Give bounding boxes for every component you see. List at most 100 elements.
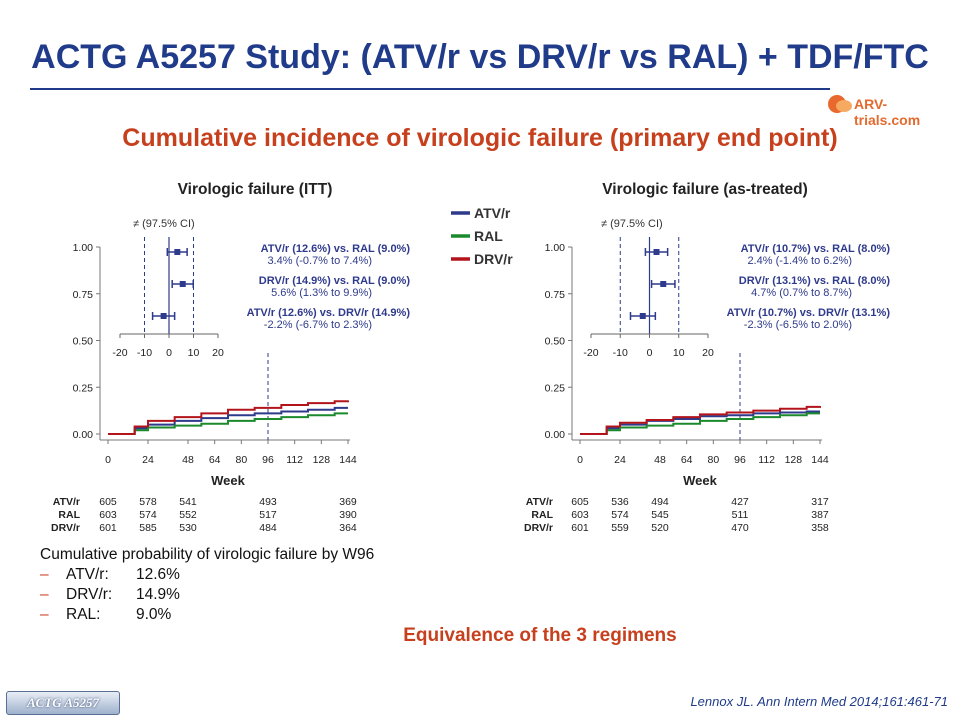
- notes-item-ral: – RAL: 9.0%: [40, 605, 374, 625]
- panel1-x-tick-label: 24: [614, 454, 626, 466]
- panel1-risk-row-label: RAL: [531, 509, 553, 521]
- panel1-y-tick-label: 0.50: [545, 336, 566, 348]
- panel1-risk-cell: 317: [811, 496, 829, 508]
- panel0-risk-cell: 364: [339, 522, 357, 534]
- panel1-comparison-title-2: ATV/r (10.7%) vs. DRV/r (13.1%): [727, 307, 891, 319]
- panel0-y-tick-label: 0.25: [73, 382, 94, 394]
- panel0-risk-cell: 552: [179, 509, 197, 521]
- panel1-x-tick-label: 48: [654, 454, 666, 466]
- panel1-x-tick-label: 112: [758, 454, 775, 466]
- logo-text: ARV-trials.com: [854, 96, 921, 128]
- panel1-x-axis-label: Week: [683, 473, 717, 488]
- panel1-curve-ral: [580, 412, 820, 435]
- panel1-comparison-detail-0: 2.4% (-1.4% to 6.2%): [747, 255, 852, 267]
- notes-dash: –: [40, 586, 49, 603]
- legend-label-1: RAL: [474, 228, 503, 244]
- panel1-x-tick-label: 144: [811, 454, 829, 466]
- panel0-inset-tick-label: -10: [137, 347, 152, 359]
- panel1-x-tick-label: 64: [681, 454, 693, 466]
- panel0-inset-tick-label: 10: [188, 347, 200, 359]
- panel0-risk-row-label: DRV/r: [51, 522, 80, 534]
- panel0-title: Virologic failure (ITT): [178, 181, 333, 198]
- notes-dash: –: [40, 606, 49, 623]
- panel0-risk-cell: 541: [179, 496, 197, 508]
- panel1-risk-cell: 605: [571, 496, 589, 508]
- panel1-comparison-title-0: ATV/r (10.7%) vs. RAL (8.0%): [741, 243, 891, 255]
- panel1-risk-cell: 511: [732, 509, 749, 521]
- panel0-x-tick-label: 128: [313, 454, 331, 466]
- conclusion-text: Equivalence of the 3 regimens: [403, 625, 677, 646]
- panel1-inset-tick-label: 10: [673, 347, 685, 359]
- panel1-inset-tick-label: -20: [583, 347, 598, 359]
- summary-notes: Cumulative probability of virologic fail…: [40, 545, 374, 625]
- panel1-risk-cell: 494: [651, 496, 669, 508]
- panel1-comparison-title-1: DRV/r (13.1%) vs. RAL (8.0%): [739, 275, 891, 287]
- legend-label-0: ATV/r: [474, 205, 511, 221]
- panel1-risk-cell: 387: [811, 509, 829, 521]
- panel1-inset-tick-label: 0: [647, 347, 653, 359]
- panel0-risk-row-label: ATV/r: [53, 496, 80, 508]
- reference-citation: Lennox JL. Ann Intern Med 2014;161:461-7…: [690, 694, 948, 709]
- panel0-x-tick-label: 96: [262, 454, 274, 466]
- panel1-inset-tick-label: 20: [702, 347, 714, 359]
- legend-label-2: DRV/r: [474, 251, 513, 267]
- panel0-risk-cell: 484: [259, 522, 277, 534]
- panel1-risk-cell: 520: [651, 522, 669, 534]
- panel1-inset-tick-label: -10: [613, 347, 628, 359]
- panel1-comparison-detail-1: 4.7% (0.7% to 8.7%): [751, 287, 852, 299]
- panel0-y-tick-label: 1.00: [73, 242, 94, 254]
- panel0-curve-ral: [108, 412, 348, 435]
- panel1-y-tick-label: 0.00: [545, 429, 566, 441]
- panel1-risk-cell: 574: [611, 509, 629, 521]
- panel1-y-tick-label: 0.75: [545, 289, 566, 301]
- notes-heading: Cumulative probability of virologic fail…: [40, 546, 375, 563]
- panel1-risk-cell: 603: [571, 509, 589, 521]
- notes-item-atv: – ATV/r: 12.6%: [40, 565, 374, 585]
- notes-value: 14.9%: [136, 586, 180, 603]
- panel0-risk-cell: 574: [139, 509, 157, 521]
- panel0-risk-cell: 369: [339, 496, 357, 508]
- panel0-comparison-title-1: DRV/r (14.9%) vs. RAL (9.0%): [259, 275, 411, 287]
- panel1-risk-cell: 470: [731, 522, 749, 534]
- page-title: ACTG A5257 Study: (ATV/r vs DRV/r vs RAL…: [31, 38, 929, 76]
- notes-label: RAL:: [66, 606, 101, 623]
- title-divider: [30, 88, 830, 90]
- panel0-risk-cell: 530: [179, 522, 197, 534]
- panel0-x-tick-label: 144: [339, 454, 357, 466]
- panel0-risk-cell: 601: [99, 522, 117, 534]
- panel1-x-tick-label: 96: [734, 454, 746, 466]
- panel0-risk-cell: 578: [139, 496, 157, 508]
- panel0-x-tick-label: 112: [286, 454, 303, 466]
- panel1-curve-drvr: [580, 405, 821, 435]
- panel1-y-tick-label: 1.00: [545, 242, 566, 254]
- arv-trials-logo: ARV-trials.com: [828, 92, 950, 128]
- panel0-risk-row-label: RAL: [58, 509, 80, 521]
- panel0-x-tick-label: 24: [142, 454, 154, 466]
- panel1-x-tick-label: 0: [577, 454, 583, 466]
- panel1-risk-cell: 358: [811, 522, 829, 534]
- notes-item-drv: – DRV/r: 14.9%: [40, 585, 374, 605]
- panel0-comparison-detail-1: 5.6% (1.3% to 9.9%): [271, 287, 372, 299]
- notes-value: 9.0%: [136, 606, 172, 623]
- panel1-y-tick-label: 0.25: [545, 382, 566, 394]
- panel0-risk-cell: 517: [259, 509, 277, 521]
- panel0-curve-drvr: [108, 400, 349, 435]
- panel0-risk-cell: 390: [339, 509, 357, 521]
- panel1-ci-estimate-1: [660, 281, 667, 287]
- slide-subtitle: Cumulative incidence of virologic failur…: [122, 124, 838, 152]
- panel0-comparison-title-0: ATV/r (12.6%) vs. RAL (9.0%): [261, 243, 411, 255]
- panel0-x-tick-label: 80: [235, 454, 247, 466]
- panel1-x-tick-label: 80: [707, 454, 719, 466]
- panel0-risk-cell: 605: [99, 496, 117, 508]
- panel0-ci-estimate-0: [174, 249, 181, 255]
- panel0-inset-tick-label: -20: [112, 347, 127, 359]
- panel1-risk-cell: 601: [571, 522, 589, 534]
- panel1-risk-row-label: DRV/r: [524, 522, 553, 534]
- study-tag: ACTG A5257: [6, 691, 120, 715]
- logo-swoosh-accent-icon: [836, 100, 852, 112]
- panel0-comparison-title-2: ATV/r (12.6%) vs. DRV/r (14.9%): [247, 307, 411, 319]
- panel0-x-axis-label: Week: [211, 473, 245, 488]
- notes-label: DRV/r:: [66, 586, 113, 603]
- panel1-risk-cell: 536: [611, 496, 629, 508]
